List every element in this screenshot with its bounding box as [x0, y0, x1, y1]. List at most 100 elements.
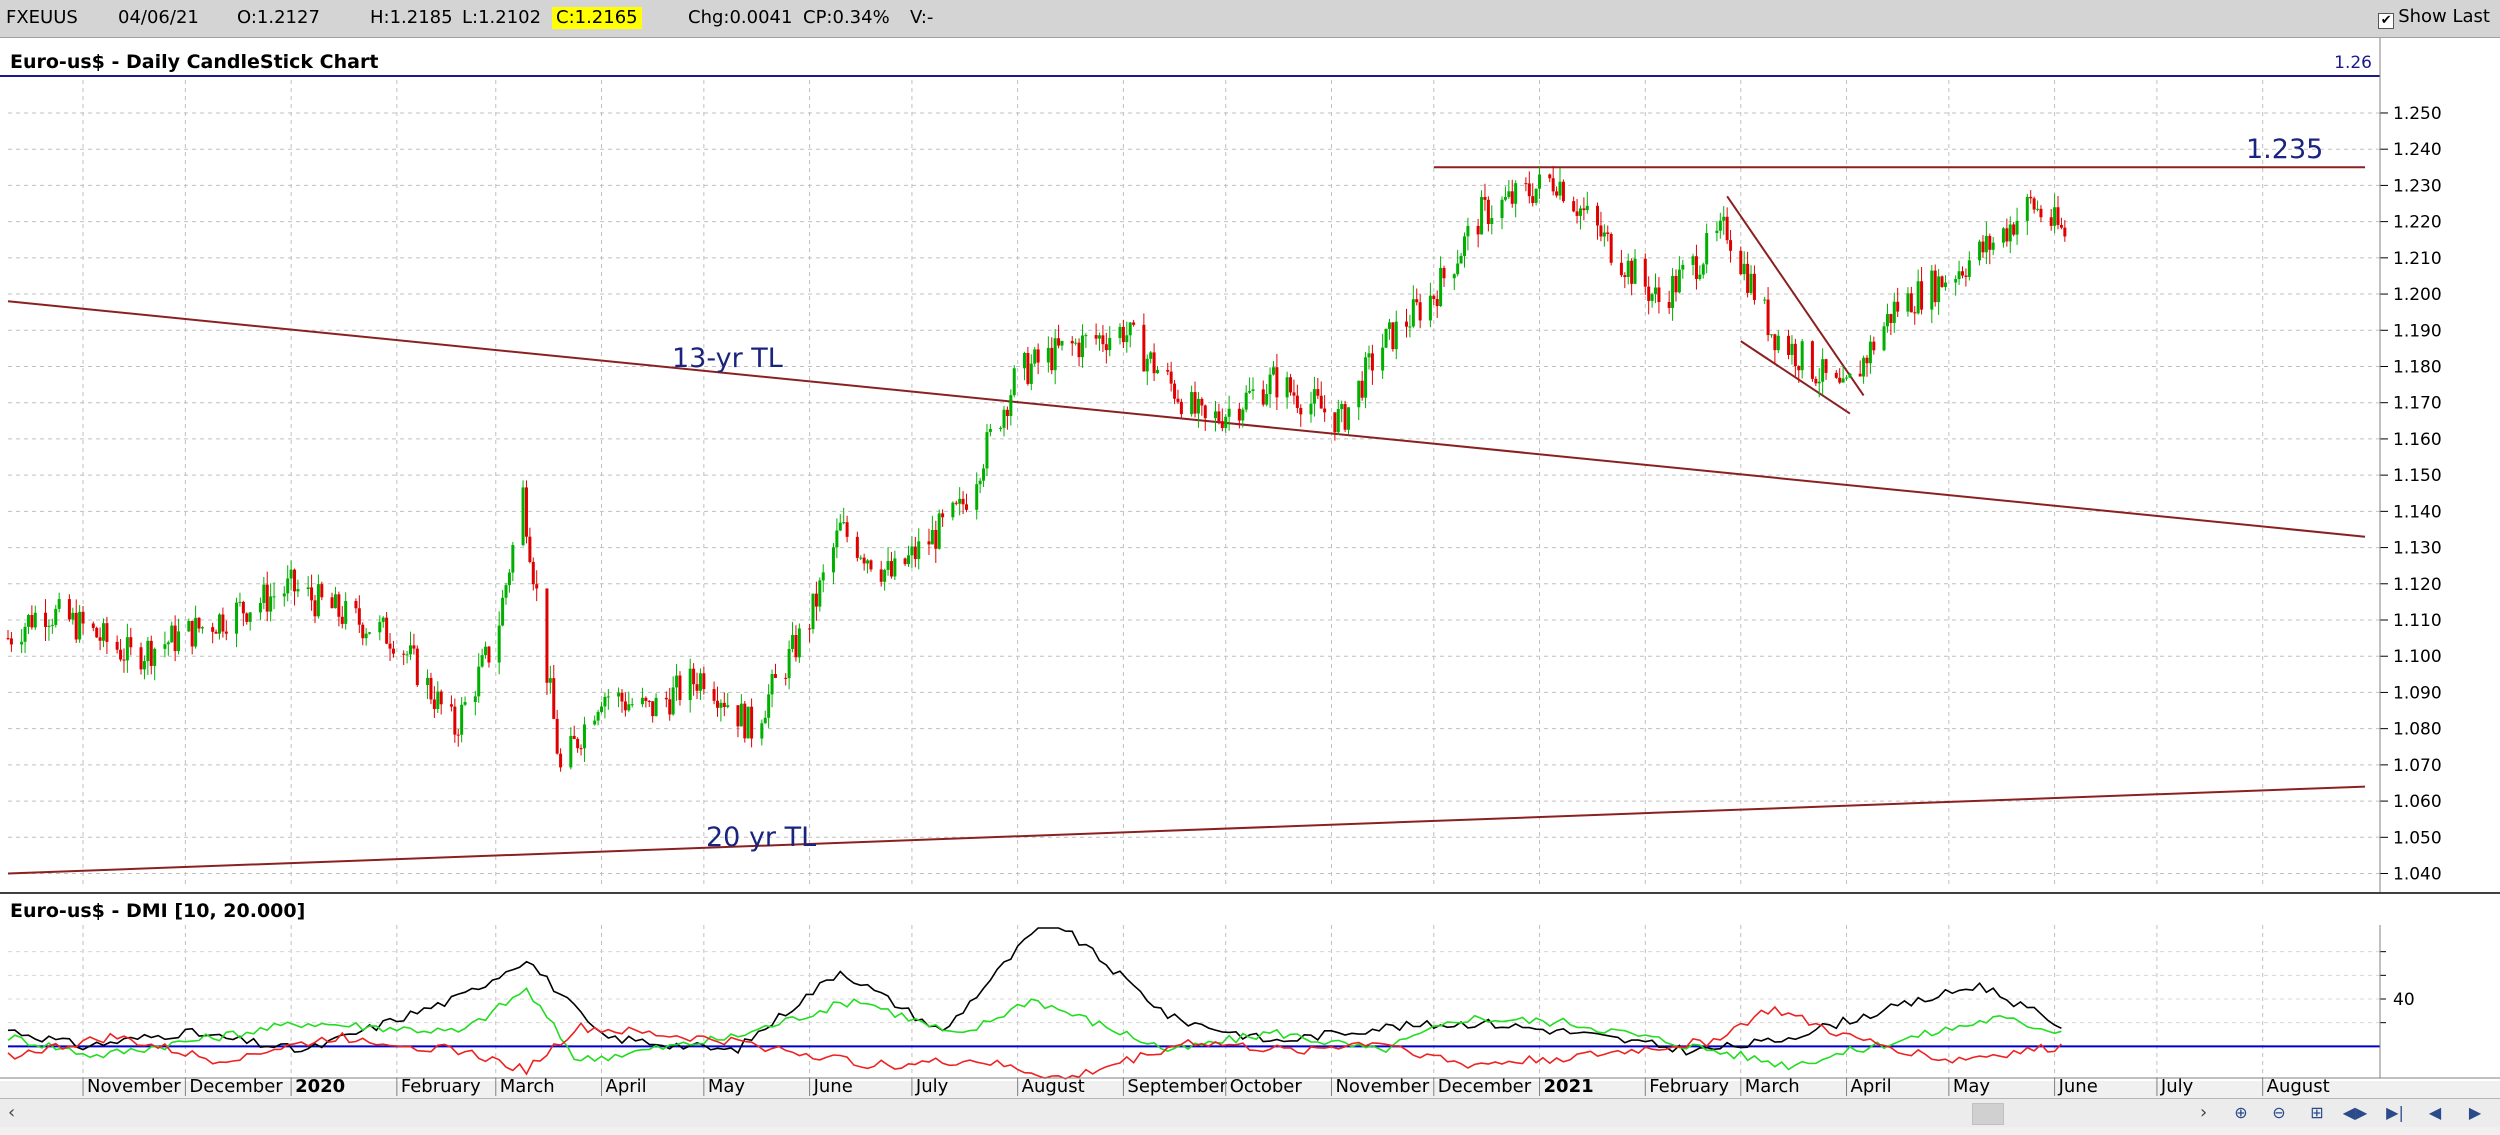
candle-body [930, 529, 934, 545]
candle-body [964, 504, 968, 510]
candle-body [1909, 293, 1913, 313]
candle-body [1309, 403, 1313, 415]
y-tick-label: 1.100 [2393, 647, 2442, 667]
candle-body [596, 711, 600, 721]
scroll-thumb[interactable] [1972, 1103, 2004, 1125]
candle-body [1364, 357, 1368, 398]
candle-body [1957, 271, 1961, 280]
y-tick-label: 1.120 [2393, 575, 2442, 595]
show-last-toggle[interactable]: ✔ Show Last [2378, 6, 2490, 29]
candle-body [405, 654, 409, 656]
candle-body [1176, 398, 1180, 402]
quote-bar: FXEUUS 04/06/21 O:1.2127 H:1.2185 L:1.21… [0, 0, 2500, 38]
candle-body [1261, 389, 1265, 405]
candle-body [1428, 295, 1432, 321]
candle-body [74, 612, 78, 640]
candle-body [889, 561, 893, 577]
scroll-both-icon[interactable]: ◀▶ [2342, 1103, 2368, 1122]
candle-body [293, 569, 297, 592]
candle-body [715, 700, 719, 708]
candle-body [1551, 178, 1555, 192]
candle-body [579, 748, 583, 750]
candle-body [603, 696, 607, 707]
candle-body [1347, 407, 1351, 430]
candle-body [869, 560, 873, 570]
step-back-icon[interactable]: ◀ [2428, 1103, 2442, 1122]
candle-body [2049, 217, 2053, 226]
x-tick-label: December [1438, 1076, 1532, 1097]
candle-body [1142, 324, 1146, 372]
candle-body [623, 701, 627, 711]
dmi-series-line [7, 987, 2062, 1071]
checkbox-checked-icon[interactable]: ✔ [2378, 13, 2395, 29]
candle-body [1289, 377, 1293, 393]
scroll-right-icon[interactable]: › [2200, 1102, 2208, 1123]
scroll-left-icon[interactable]: ‹ [8, 1102, 16, 1123]
candle-body [1940, 276, 1944, 287]
candle-body [572, 735, 576, 739]
candle-body [1596, 205, 1600, 226]
y-tick-label: 1.230 [2393, 176, 2442, 196]
candle-body [265, 584, 269, 612]
y-tick-label: 1.040 [2393, 865, 2442, 885]
candle-body [1984, 235, 1988, 253]
candle-body [333, 594, 337, 609]
candle-body [1439, 267, 1443, 307]
candle-body [1787, 335, 1791, 355]
candle-body [1203, 405, 1207, 419]
candle-body [620, 692, 624, 702]
candle-body [272, 596, 276, 598]
candle-body [1405, 321, 1409, 327]
go-end-icon[interactable]: ▶| [2386, 1103, 2404, 1122]
candle-body [1766, 299, 1770, 336]
candle-body [2053, 207, 2057, 226]
candle-body [173, 625, 177, 652]
candle-body [122, 659, 126, 661]
candle-body [1244, 392, 1248, 410]
candle-body [473, 696, 477, 703]
candle-body [1149, 352, 1153, 359]
change-value: Chg:0.0041 [688, 7, 793, 28]
candle-body [1442, 267, 1446, 279]
y-tick-label: 1.160 [2393, 430, 2442, 450]
candle-body [211, 627, 215, 632]
candle-body [1101, 335, 1105, 345]
zoom-out-icon[interactable]: ⊖ [2272, 1103, 2286, 1122]
candle-body [149, 640, 153, 666]
candle-body [480, 655, 484, 667]
candle-body [1572, 201, 1576, 212]
candle-body [531, 561, 535, 585]
candle-body [1323, 408, 1327, 413]
candle-body [524, 487, 528, 537]
y-tick-label: 1.140 [2393, 502, 2442, 522]
candle-body [54, 608, 58, 625]
candle-body [692, 668, 696, 685]
zoom-in-icon[interactable]: ⊕ [2234, 1103, 2248, 1122]
candle-body [811, 593, 815, 630]
candle-body [310, 587, 314, 601]
candle-body [1848, 373, 1852, 378]
candle-body [1060, 340, 1064, 346]
open-value: O:1.2127 [237, 7, 320, 28]
resistance-label: 1.235 [2246, 134, 2323, 165]
scroll-bar[interactable]: ‹ › ⊕ ⊖ ⊞ ◀▶ ▶| ◀ ▶ [0, 1098, 2500, 1127]
candle-body [357, 608, 361, 625]
price-panel-title: Euro-us$ - Daily CandleStick Chart [10, 51, 378, 73]
candle-body [221, 614, 225, 632]
candle-body [194, 617, 198, 647]
candle-body [784, 677, 788, 679]
candle-body [1602, 232, 1606, 237]
candle-body [569, 735, 573, 768]
y-tick-label: 1.050 [2393, 828, 2442, 848]
zoom-fit-icon[interactable]: ⊞ [2310, 1103, 2324, 1122]
step-forward-icon[interactable]: ▶ [2468, 1103, 2482, 1122]
y-tick-label: 1.240 [2393, 140, 2442, 160]
x-tick-label: March [500, 1076, 555, 1097]
candle-body [337, 594, 341, 617]
candle-body [750, 706, 754, 739]
candle-body [105, 623, 109, 642]
candle-body [855, 536, 859, 558]
candle-body [1077, 342, 1081, 358]
candle-body [1271, 367, 1275, 375]
candle-body [644, 697, 648, 701]
